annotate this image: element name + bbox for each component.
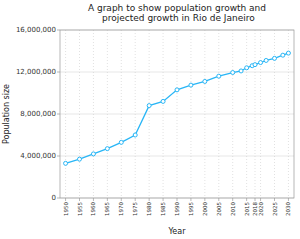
tick-y — [57, 30, 60, 31]
tick-x — [218, 198, 219, 201]
tick-x — [274, 198, 275, 201]
tick-x — [149, 198, 150, 201]
tick-x — [204, 198, 205, 201]
marker — [264, 58, 268, 62]
tick-x — [232, 198, 233, 201]
series — [64, 51, 291, 165]
tick-x — [79, 198, 80, 201]
title: A graph to show population growth and pr… — [88, 3, 266, 23]
grid-line-x — [121, 30, 122, 198]
tick-label-x: 1965 — [104, 202, 110, 216]
marker — [147, 104, 151, 108]
tick-y — [57, 72, 60, 73]
grid-line-x — [65, 30, 66, 198]
grid-line-x — [260, 30, 261, 198]
y-axis-label: Population size — [2, 84, 11, 144]
grid-line-x — [204, 30, 205, 198]
tick-label-x: 1950 — [63, 202, 69, 216]
grid-line-x — [177, 30, 178, 198]
marker — [133, 133, 137, 137]
tick-y — [57, 198, 60, 199]
marker — [119, 140, 123, 144]
grid-line-x — [79, 30, 80, 198]
marker — [245, 66, 249, 70]
marker — [239, 69, 243, 73]
tick-x — [93, 198, 94, 201]
tick-x — [260, 198, 261, 201]
tick-x — [246, 198, 247, 201]
tick-label-x: 1990 — [174, 202, 180, 216]
marker — [259, 61, 263, 65]
marker — [273, 56, 277, 60]
tick-x — [107, 198, 108, 201]
tick-x — [121, 198, 122, 201]
grid-line-x — [218, 30, 219, 198]
tick-label-x: 2005 — [216, 202, 222, 216]
marker — [217, 74, 221, 78]
tick-label-y: 12,000,000 — [16, 68, 56, 76]
tick-label-x: 1985 — [160, 202, 166, 216]
marker — [203, 79, 207, 83]
grid — [60, 30, 294, 198]
grid-line-x — [149, 30, 150, 198]
tick-y — [57, 114, 60, 115]
tick-label-x: 1995 — [188, 202, 194, 216]
marker — [253, 63, 257, 67]
grid-line-x — [135, 30, 136, 198]
marker — [78, 157, 82, 161]
marker — [281, 53, 285, 57]
tick-x — [163, 198, 164, 201]
grid-line-x — [232, 30, 233, 198]
tick-label-x: 1955 — [77, 202, 83, 216]
plot-frame — [60, 30, 294, 198]
marker — [161, 99, 165, 103]
title-line: projected growth in Rio de Janeiro — [99, 13, 255, 23]
tick-label-x: 1980 — [146, 202, 152, 216]
tick-x — [288, 198, 289, 201]
tick-y — [57, 156, 60, 157]
marker — [189, 83, 193, 87]
x-axis-label: Year — [168, 227, 187, 236]
grid-line-x — [190, 30, 191, 198]
tick-label-x: 1970 — [118, 202, 124, 216]
tick-label-x: 2015 — [244, 202, 250, 216]
tick-label-x: 2030 — [285, 202, 291, 216]
marker — [91, 152, 95, 156]
tick-label-x: 1960 — [90, 202, 96, 216]
tick-label-x: 2020 — [258, 202, 264, 216]
grid-line-x — [274, 30, 275, 198]
tick-label-x: 2025 — [272, 202, 278, 216]
line — [66, 53, 289, 163]
tick-label-y: 0 — [52, 194, 56, 202]
marker — [175, 88, 179, 92]
marker — [105, 147, 109, 151]
grid-line-x — [255, 30, 256, 198]
tick-x — [255, 198, 256, 201]
grid-line-x — [246, 30, 247, 198]
tick-label-y: 4,000,000 — [20, 152, 56, 160]
tick-x — [135, 198, 136, 201]
grid-line-x — [107, 30, 108, 198]
tick-label-x: 2000 — [202, 202, 208, 216]
marker — [286, 51, 290, 55]
tick-label-y: 16,000,000 — [16, 26, 56, 34]
chart: A graph to show population growth and pr… — [0, 0, 300, 239]
marker — [64, 161, 68, 165]
tick-label-y: 8,000,000 — [20, 110, 56, 118]
grid-line-x — [93, 30, 94, 198]
tick-x — [177, 198, 178, 201]
marker — [231, 71, 235, 75]
title-line: A graph to show population growth and — [88, 3, 266, 13]
tick-x — [190, 198, 191, 201]
grid-line-x — [163, 30, 164, 198]
tick-x — [65, 198, 66, 201]
tick-label-x: 2010 — [230, 202, 236, 216]
tick-label-x: 1975 — [132, 202, 138, 216]
